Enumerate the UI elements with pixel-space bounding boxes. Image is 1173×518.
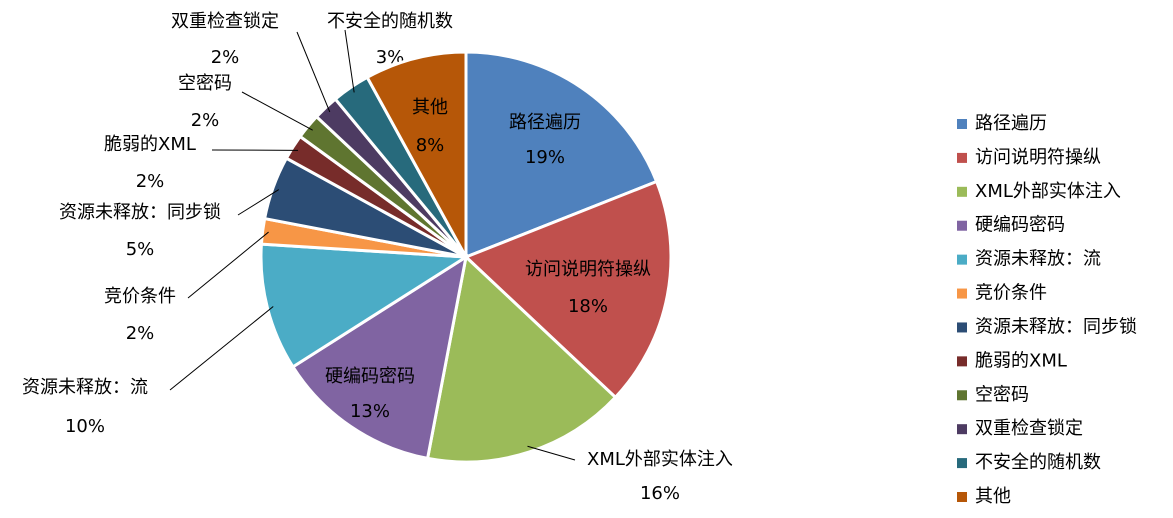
value-label: 2% [126,323,155,344]
value-label: 19% [525,147,565,168]
pie-slice [290,253,469,461]
legend-swatch [957,356,967,367]
legend-swatch [957,492,967,502]
legend-swatch [957,288,967,299]
slice-label: 脆弱的XML [104,134,196,155]
value-label: 13% [350,401,390,422]
legend-swatch [957,424,967,435]
slice-label: 其他 [412,97,448,118]
value-label: 18% [568,296,608,317]
legend-label: 硬编码密码 [975,215,1065,236]
slice-label: 双重检查锁定 [171,11,279,32]
legend-swatch [957,220,967,231]
pie-slice [464,50,659,260]
pie-slice [365,50,468,258]
legend-swatch [957,458,967,469]
leader-line [296,31,331,113]
slice-label: 硬编码密码 [325,366,415,387]
legend-swatch [957,186,967,197]
legend-label: 访问说明符操纵 [975,147,1101,168]
legend-label: 资源未释放：流 [975,249,1101,270]
leader-line [169,306,274,391]
leader-line [241,91,313,131]
legend-label: 双重检查锁定 [975,418,1083,439]
legend-label: XML外部实体注入 [975,181,1121,202]
value-label: 8% [416,135,445,156]
value-label: 2% [191,110,220,131]
slice-label: 路径遍历 [509,112,581,133]
slice-label: 访问说明符操纵 [525,259,651,280]
legend-label: 空密码 [975,384,1029,405]
legend-swatch [957,322,967,333]
leader-line [187,231,269,299]
value-label: 2% [211,47,240,68]
leader-line [527,445,576,461]
legend-label: 其他 [975,486,1011,507]
pie-slice [425,254,618,464]
value-label: 5% [126,239,155,260]
legend-swatch [957,390,967,401]
legend-swatch [957,152,967,163]
legend-label: 竞价条件 [975,283,1047,304]
pie-slice [259,242,471,369]
slice-label: 资源未释放：同步锁 [59,202,221,223]
legend-swatch [957,254,967,265]
slice-label: XML外部实体注入 [587,449,733,470]
value-label: 16% [640,483,680,504]
legend-label: 资源未释放：同步锁 [975,316,1137,337]
slice-label: 竞价条件 [104,286,176,307]
value-label: 2% [136,171,165,192]
value-label: 10% [65,416,105,437]
legend-label: 路径遍历 [975,113,1047,134]
leader-line [237,189,280,216]
slice-label: 不安全的随机数 [327,11,453,32]
slice-label: 资源未释放：流 [22,377,148,398]
slice-label: 空密码 [178,73,232,94]
leader-line [344,29,355,93]
legend-label: 不安全的随机数 [975,452,1101,473]
legend-swatch [957,119,967,129]
legend-label: 脆弱的XML [975,350,1067,371]
pie-slice [463,179,673,400]
